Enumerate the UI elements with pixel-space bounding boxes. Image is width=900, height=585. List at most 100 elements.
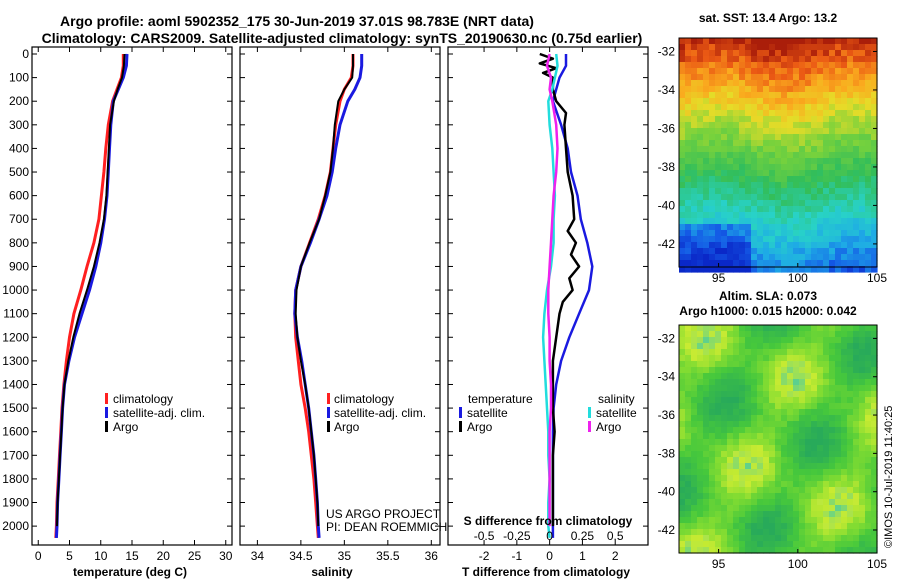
map-cell (697, 403, 704, 410)
map-cell (757, 122, 764, 129)
map-cell (853, 433, 860, 440)
map-cell (709, 439, 716, 446)
map-cell (769, 373, 776, 380)
map-cell (853, 158, 860, 165)
map-cell (805, 343, 812, 350)
map-cell (691, 403, 698, 410)
map-cell (697, 134, 704, 141)
map-cell (835, 158, 842, 165)
map-cell (751, 403, 758, 410)
map-cell (859, 194, 866, 201)
map-cell (847, 421, 854, 428)
map-cell (751, 116, 758, 123)
map-cell (865, 439, 872, 446)
map-cell (739, 547, 746, 554)
map-cell (721, 439, 728, 446)
map-cell (811, 475, 818, 482)
map-cell (787, 373, 794, 380)
map-cell (751, 206, 758, 213)
map-cell (799, 511, 806, 518)
map-cell (745, 158, 752, 165)
x-tick-label: 34 (251, 549, 265, 563)
map-cell (841, 206, 848, 213)
map-cell (715, 391, 722, 398)
map-cell (697, 511, 704, 518)
map-cell (733, 367, 740, 374)
map-cell (787, 445, 794, 452)
legend-label-argo: Argo (113, 420, 139, 434)
map-cell (787, 104, 794, 111)
map-cell (841, 74, 848, 81)
map-cell (859, 230, 866, 237)
map-cell (847, 260, 854, 267)
map-cell (715, 236, 722, 243)
map-cell (805, 349, 812, 356)
map-cell (763, 242, 770, 249)
map-cell (745, 517, 752, 524)
map-cell (871, 397, 878, 404)
map-cell (769, 547, 776, 554)
map-cell (733, 445, 740, 452)
salinity-x-axis-label: salinity (311, 565, 353, 579)
map-cell (721, 373, 728, 380)
map-cell (859, 86, 866, 93)
map-cell (835, 260, 842, 267)
map-cell (763, 517, 770, 524)
map-cell (691, 92, 698, 99)
map-cell (805, 379, 812, 386)
map-cell (769, 146, 776, 153)
map-cell (721, 194, 728, 201)
map-cell (805, 230, 812, 237)
map-cell (703, 379, 710, 386)
map-cell (685, 122, 692, 129)
map-cell (799, 224, 806, 231)
map-cell (733, 170, 740, 177)
map-cell (757, 433, 764, 440)
map-cell (841, 391, 848, 398)
map-cell (715, 517, 722, 524)
map-cell (709, 325, 716, 332)
map-cell (721, 535, 728, 542)
map-cell (769, 164, 776, 171)
map-cell (811, 439, 818, 446)
map-cell (679, 206, 686, 213)
map-cell (703, 433, 710, 440)
map-cell (745, 92, 752, 99)
map-cell (697, 62, 704, 69)
map-cell (757, 188, 764, 195)
map-cell (853, 212, 860, 219)
map-cell (739, 62, 746, 69)
difference-plot-frame (447, 46, 649, 546)
x-top-tick-label: -0.25 (503, 529, 531, 543)
map-cell (691, 122, 698, 129)
map-cell (679, 224, 686, 231)
legend-label-climatology: climatology (113, 392, 173, 406)
map-cell (859, 457, 866, 464)
map-cell (679, 152, 686, 159)
map-cell (715, 182, 722, 189)
map-cell (739, 535, 746, 542)
project-annotation-2: PI: DEAN ROEMMICH (326, 520, 447, 534)
map-cell (817, 541, 824, 548)
map-cell (703, 421, 710, 428)
map-cell (871, 254, 878, 261)
map-cell (685, 146, 692, 153)
map-cell (709, 403, 716, 410)
map-cell (679, 38, 686, 45)
map-cell (775, 104, 782, 111)
map-cell (769, 104, 776, 111)
map-cell (751, 481, 758, 488)
map-cell (769, 463, 776, 470)
map-cell (781, 469, 788, 476)
map-cell (679, 194, 686, 201)
map-cell (811, 146, 818, 153)
map-cell (823, 505, 830, 512)
map-cell (865, 343, 872, 350)
map-cell (751, 427, 758, 434)
map-cell (697, 463, 704, 470)
legend-title-salinity: salinity (598, 392, 635, 406)
map-cell (715, 529, 722, 536)
map-cell (757, 92, 764, 99)
map-cell (829, 421, 836, 428)
map-cell (715, 361, 722, 368)
